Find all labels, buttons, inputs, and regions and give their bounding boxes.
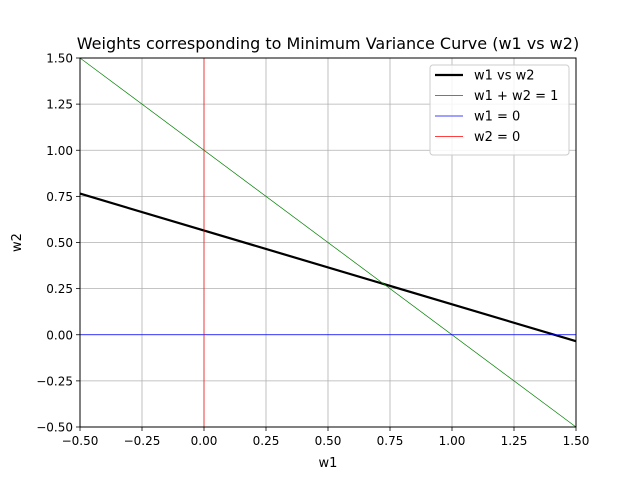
x-tick-label: 1.50 — [563, 434, 590, 448]
x-tick-label: 1.00 — [439, 434, 466, 448]
x-tick-label: 0.75 — [377, 434, 404, 448]
x-tick-label: 1.25 — [501, 434, 528, 448]
y-tick-label: −0.50 — [36, 421, 73, 435]
legend: w1 vs w2 w1 + w2 = 1 w1 = 0 w2 = 0 — [429, 64, 570, 156]
x-tick-label: −0.50 — [62, 434, 99, 448]
plot-series — [79, 57, 577, 428]
y-axis-label: w2 — [10, 233, 25, 252]
y-tick-label: 0.25 — [46, 282, 73, 296]
x-tick-label: 0.00 — [191, 434, 218, 448]
x-tick-label: 0.50 — [315, 434, 342, 448]
x-tick-label: 0.25 — [253, 434, 280, 448]
y-tick-label: 0.75 — [46, 190, 73, 204]
series-line-w1-vs-w2 — [79, 192, 577, 343]
x-tick-label: −0.25 — [124, 434, 161, 448]
legend-label-w1-0: w1 = 0 — [474, 110, 520, 125]
legend-box — [429, 64, 570, 156]
chart-title: Weights corresponding to Minimum Varianc… — [77, 34, 579, 53]
y-tick-label: 1.50 — [46, 52, 73, 66]
y-tick-label: 0.50 — [46, 236, 73, 250]
ticks: −0.50 −0.25 0.00 0.25 0.50 0.75 1.00 1.25 1.50 −0… — [36, 52, 589, 449]
y-tick-label: 1.00 — [46, 144, 73, 158]
series-line-w1-w2-1 — [79, 57, 577, 428]
x-axis-label: w1 — [319, 456, 338, 471]
legend-label-w2-0: w2 = 0 — [474, 130, 520, 145]
legend-label-w1-vs-w2: w1 vs w2 — [474, 69, 535, 84]
legend-label-w1-w2-1: w1 + w2 = 1 — [474, 89, 558, 104]
y-tick-label: 0.00 — [46, 328, 73, 342]
y-tick-label: 1.25 — [46, 98, 73, 112]
y-tick-label: −0.25 — [36, 374, 73, 388]
